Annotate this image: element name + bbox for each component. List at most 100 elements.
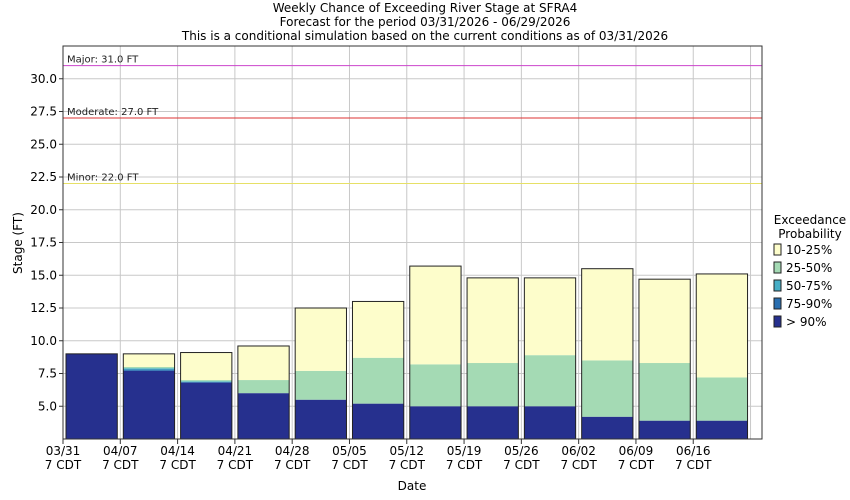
- bar-segment-10-25: [638, 279, 691, 364]
- y-tick-label: 25.0: [30, 137, 57, 151]
- bar-week-05-05: [351, 300, 405, 440]
- bar-segment-90: [66, 353, 118, 439]
- y-tick-label: 27.5: [30, 105, 57, 119]
- bar-segment-90: [524, 406, 576, 439]
- bar-segment-25-50: [467, 363, 519, 407]
- bar-week-06-16: [695, 273, 749, 440]
- bar-segment-25-50: [638, 363, 691, 421]
- y-tick-label: 30.0: [30, 72, 57, 86]
- chart-subtitle-period: Forecast for the period 03/31/2026 - 06/…: [280, 15, 571, 29]
- flood-level-lines: Major: 31.0 FT Moderate: 27.0 FT Minor: 22…: [63, 55, 762, 185]
- x-tick-sublabel: 7 CDT: [331, 458, 368, 472]
- legend-label-50-75: 50-75%: [786, 279, 832, 293]
- bar-segment-10-25: [123, 353, 175, 367]
- bar-segment-25-50: [180, 380, 232, 382]
- bar-segment-25-50: [123, 366, 175, 369]
- legend-swatch-50-75: [773, 279, 782, 292]
- x-tick-sublabel: 7 CDT: [503, 458, 540, 472]
- bar-segment-25-50: [581, 360, 633, 417]
- x-tick-sublabel: 7 CDT: [217, 458, 254, 472]
- legend-swatch-90: [773, 315, 782, 328]
- bar-segment-90: [180, 382, 232, 439]
- chart-subtitle-conditions: This is a conditional simulation based o…: [181, 29, 668, 43]
- y-tick-label: 7.5: [38, 367, 57, 381]
- x-tick-sublabel: 7 CDT: [446, 458, 483, 472]
- bar-segment-10-25: [295, 308, 347, 371]
- bar-segment-25-50: [352, 357, 404, 404]
- x-axis-title: Date: [398, 479, 427, 493]
- legend-swatch-10-25: [773, 243, 782, 256]
- x-tick-label: 04/21: [218, 444, 253, 458]
- bar-week-06-02: [581, 268, 634, 440]
- bar-segment-10-25: [696, 273, 748, 378]
- bar-segment-90: [409, 406, 462, 439]
- x-tick-label: 05/12: [389, 444, 424, 458]
- flood-label: Moderate: 27.0 FT: [67, 107, 159, 118]
- bar-week-04-21: [237, 345, 290, 440]
- bar-week-04-28: [294, 307, 347, 440]
- bar-week-05-19: [466, 277, 519, 440]
- bar-segment-90: [581, 416, 633, 439]
- y-tick-label: 10.0: [30, 334, 57, 348]
- x-tick-sublabel: 7 CDT: [675, 458, 712, 472]
- bar-segment-10-25: [180, 352, 232, 381]
- stacked-bars: [65, 265, 749, 440]
- x-tick-label: 03/31: [46, 444, 81, 458]
- bar-segment-50-75: [180, 381, 232, 383]
- bar-segment-90: [696, 420, 748, 439]
- legend-label-75-90: 75-90%: [786, 297, 832, 311]
- x-tick-label: 05/05: [332, 444, 367, 458]
- bar-segment-25-50: [409, 364, 462, 407]
- bar-segment-25-50: [237, 380, 290, 394]
- chart-title: Weekly Chance of Exceeding River Stage a…: [273, 1, 578, 15]
- x-tick-label: 05/19: [447, 444, 482, 458]
- bar-segment-90: [467, 406, 519, 439]
- x-tick-sublabel: 7 CDT: [102, 458, 139, 472]
- bar-segment-25-50: [696, 377, 748, 421]
- bar-segment-10-25: [467, 277, 519, 364]
- x-tick-sublabel: 7 CDT: [389, 458, 426, 472]
- x-tick-label: 06/09: [619, 444, 654, 458]
- x-tick-sublabel: 7 CDT: [274, 458, 311, 472]
- legend-title-line-1: Exceedance: [774, 213, 846, 227]
- x-tick-sublabel: 7 CDT: [560, 458, 597, 472]
- flood-label: Minor: 22.0 FT: [67, 173, 139, 184]
- bar-segment-75-90: [123, 369, 175, 371]
- x-tick-label: 06/16: [676, 444, 711, 458]
- bar-segment-90: [638, 420, 691, 439]
- bar-segment-10-25: [409, 266, 462, 365]
- bar-segment-10-25: [524, 277, 576, 356]
- y-tick-label: 12.5: [30, 301, 57, 315]
- bar-segment-10-25: [581, 268, 633, 361]
- bar-week-05-26: [523, 277, 577, 440]
- bar-segment-50-75: [123, 368, 175, 370]
- bar-segment-75-90: [180, 382, 232, 383]
- y-tick-label: 15.0: [30, 268, 57, 282]
- bar-week-05-12: [409, 265, 462, 440]
- y-tick-label: 22.5: [30, 170, 57, 184]
- y-tick-label: 17.5: [30, 236, 57, 250]
- bar-segment-90: [295, 399, 347, 439]
- x-tick-sublabel: 7 CDT: [45, 458, 82, 472]
- x-tick-label: 06/02: [561, 444, 596, 458]
- legend: Exceedance Probability 10-25% 25-50% 50-75…: [773, 213, 846, 329]
- bar-week-04-14: [180, 352, 233, 440]
- bar-week-06-09: [638, 278, 691, 440]
- legend-title-line-2: Probability: [778, 227, 841, 241]
- bar-segment-90: [237, 393, 290, 439]
- bar-segment-25-50: [295, 370, 347, 400]
- legend-swatch-25-50: [773, 261, 782, 274]
- x-tick-label: 04/14: [160, 444, 195, 458]
- legend-label-25-50: 25-50%: [786, 261, 832, 275]
- flood-label: Major: 31.0 FT: [67, 55, 139, 66]
- grid-lines: [63, 46, 762, 439]
- bar-segment-10-25: [352, 301, 404, 358]
- bar-week-03-31: [65, 353, 118, 440]
- x-tick-label: 04/07: [103, 444, 138, 458]
- y-tick-label: 20.0: [30, 203, 57, 217]
- bar-segment-90: [123, 370, 175, 439]
- bar-segment-10-25: [237, 345, 290, 381]
- legend-swatch-75-90: [773, 297, 782, 310]
